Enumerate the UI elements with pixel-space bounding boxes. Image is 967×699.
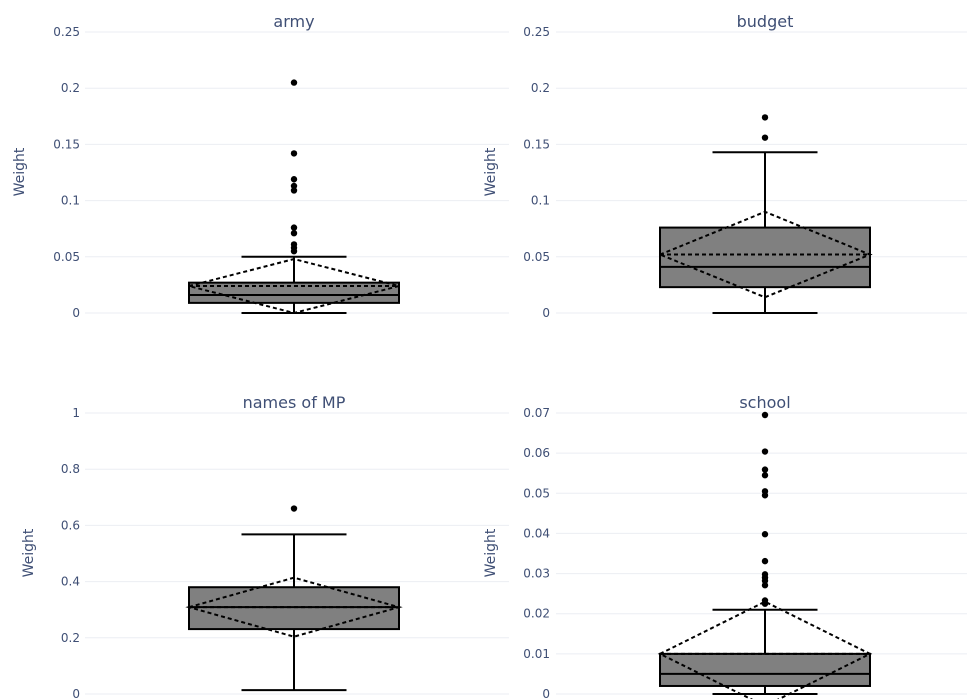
- y-tick-label: 0.2: [61, 81, 80, 95]
- panel-title: budget: [737, 12, 794, 31]
- y-tick-label: 0.8: [61, 462, 80, 476]
- box: [657, 600, 873, 699]
- y-tick-label: 0.6: [61, 518, 80, 532]
- y-tick-label: 1: [72, 406, 80, 420]
- panel-title: names of MP: [243, 393, 346, 412]
- y-tick-label: 0.05: [523, 486, 550, 500]
- y-tick-label: 0: [542, 306, 550, 320]
- outlier-point: [761, 531, 769, 538]
- outlier-point: [290, 150, 298, 157]
- outlier-point: [761, 448, 769, 455]
- outlier-point: [761, 114, 769, 121]
- outlier-point: [290, 229, 298, 237]
- box: [185, 533, 403, 692]
- panel-school: 0 0.01 0.02 0.03 0.04 0.05 0.06 0.07 school Wei…: [483, 393, 967, 699]
- panel-title: school: [739, 393, 790, 412]
- y-tick-label: 0.05: [523, 250, 550, 264]
- y-tick-labels: 0 0.05 0.1 0.15 0.2 0.25: [53, 25, 80, 320]
- y-tick-label: 0.2: [61, 631, 80, 645]
- gridlines: [556, 412, 967, 695]
- y-tick-label: 0.4: [61, 575, 80, 589]
- y-tick-label: 0.06: [523, 446, 550, 460]
- y-tick-label: 0.1: [61, 194, 80, 208]
- panel-army: 0 0.05 0.1 0.15 0.2 0.25 army Weight: [12, 12, 509, 320]
- y-tick-label: 0.2: [531, 81, 550, 95]
- y-tick-label: 0.25: [523, 25, 550, 39]
- box: [657, 151, 873, 314]
- y-tick-labels: 0 0.2 0.4 0.6 0.8 1: [61, 406, 80, 699]
- sd-diamond: [188, 258, 400, 315]
- y-tick-label: 0.1: [531, 194, 550, 208]
- box: [188, 255, 400, 315]
- y-tick-label: 0.03: [523, 567, 550, 581]
- y-tick-label: 0.15: [523, 137, 550, 151]
- outliers: [290, 79, 298, 255]
- y-axis-label: Weight: [483, 528, 499, 577]
- outliers: [761, 114, 769, 141]
- y-tick-label: 0: [542, 687, 550, 699]
- outlier-point: [761, 488, 769, 495]
- y-tick-label: 0: [72, 306, 80, 320]
- outlier-point: [761, 557, 769, 565]
- outlier-point: [761, 466, 769, 473]
- outlier-point: [290, 79, 298, 86]
- sd-diamond: [657, 600, 873, 699]
- y-tick-labels: 0 0.05 0.1 0.15 0.2 0.25: [523, 25, 550, 320]
- outliers: [290, 505, 298, 512]
- y-tick-label: 0.15: [53, 137, 80, 151]
- outlier-point: [761, 411, 769, 419]
- y-tick-label: 0: [72, 687, 80, 699]
- y-tick-label: 0.01: [523, 647, 550, 661]
- box-iqr: [659, 652, 871, 687]
- y-axis-label: Weight: [21, 528, 37, 577]
- y-tick-label: 0.05: [53, 250, 80, 264]
- outliers: [761, 411, 769, 607]
- box-iqr: [659, 226, 871, 289]
- outlier-point: [290, 176, 298, 183]
- panel-title: army: [273, 12, 314, 31]
- outlier-point: [761, 582, 769, 589]
- outlier-point: [290, 182, 298, 190]
- y-tick-labels: 0 0.01 0.02 0.03 0.04 0.05 0.06 0.07: [523, 406, 550, 699]
- panel-budget: 0 0.05 0.1 0.15 0.2 0.25 budget Weight: [483, 12, 967, 320]
- gridlines: [85, 412, 509, 695]
- outlier-point: [290, 224, 298, 231]
- y-axis-label: Weight: [483, 147, 499, 196]
- outlier-point: [761, 472, 769, 479]
- y-axis-label: Weight: [12, 147, 28, 196]
- outlier-point: [290, 187, 298, 194]
- panel-names-of-mp: 0 0.2 0.4 0.6 0.8 1 names of MP Weight: [21, 393, 509, 699]
- y-tick-label: 0.07: [523, 406, 550, 420]
- outlier-point: [761, 134, 769, 141]
- y-tick-label: 0.02: [523, 607, 550, 621]
- y-tick-label: 0.25: [53, 25, 80, 39]
- gridlines: [85, 31, 509, 314]
- sd-diamond: [657, 210, 873, 299]
- outlier-point: [761, 597, 769, 604]
- y-tick-label: 0.04: [523, 526, 550, 540]
- outlier-point: [290, 241, 298, 248]
- outlier-point: [290, 505, 298, 512]
- box-iqr: [188, 281, 400, 304]
- outlier-point: [761, 571, 769, 578]
- sd-diamond: [185, 576, 403, 638]
